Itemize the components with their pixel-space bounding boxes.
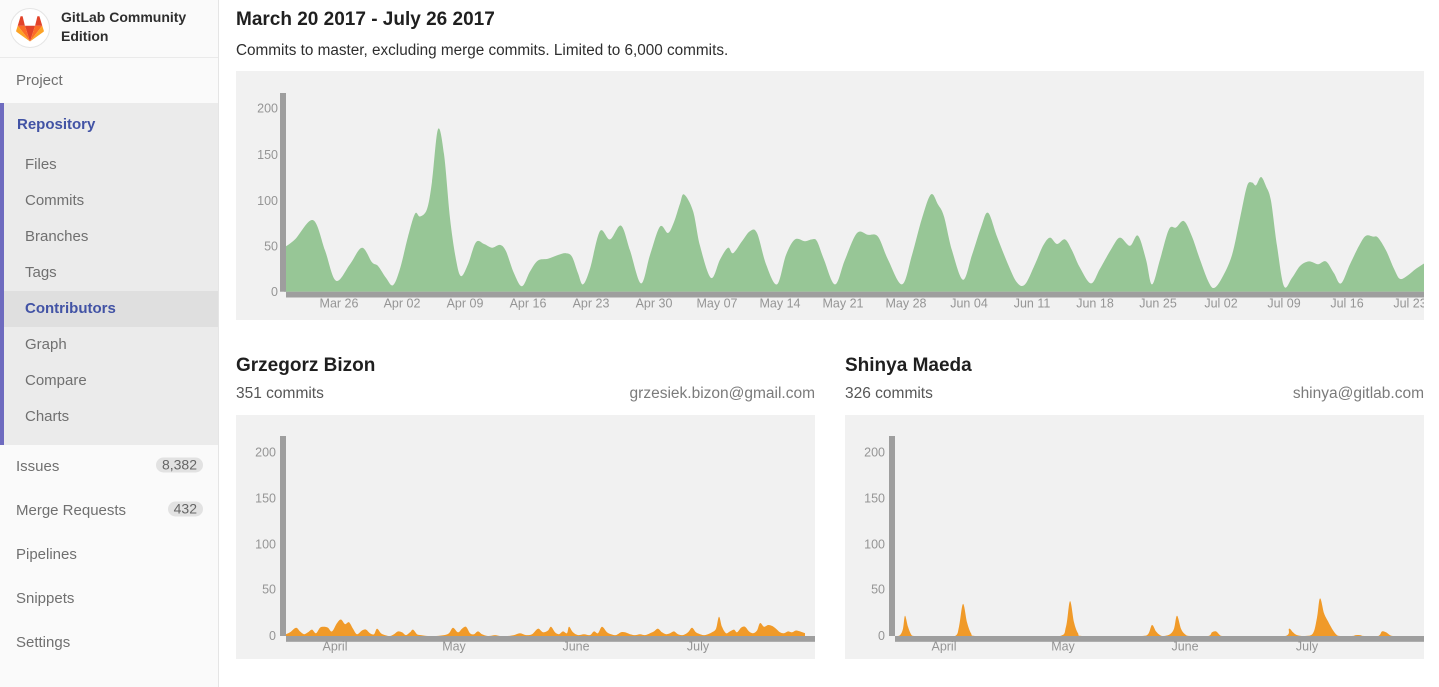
svg-text:Jul 16: Jul 16 [1330, 297, 1363, 311]
svg-text:100: 100 [257, 194, 278, 208]
svg-text:Apr 09: Apr 09 [447, 297, 484, 311]
svg-text:Apr 16: Apr 16 [510, 297, 547, 311]
svg-text:50: 50 [262, 583, 276, 597]
svg-text:50: 50 [871, 583, 885, 597]
svg-text:200: 200 [255, 446, 276, 460]
svg-text:July: July [1296, 640, 1319, 654]
svg-text:April: April [931, 640, 956, 654]
svg-text:150: 150 [255, 492, 276, 506]
svg-text:150: 150 [257, 148, 278, 162]
svg-text:200: 200 [257, 102, 278, 116]
svg-text:200: 200 [864, 446, 885, 460]
svg-text:Jun 18: Jun 18 [1076, 297, 1114, 311]
svg-text:Jul 23: Jul 23 [1393, 297, 1424, 311]
svg-text:May 28: May 28 [886, 297, 927, 311]
svg-text:Apr 02: Apr 02 [384, 297, 421, 311]
svg-text:May 21: May 21 [823, 297, 864, 311]
svg-text:100: 100 [864, 538, 885, 552]
svg-text:Jul 02: Jul 02 [1204, 297, 1237, 311]
svg-text:150: 150 [864, 492, 885, 506]
svg-text:Apr 30: Apr 30 [636, 297, 673, 311]
svg-text:May: May [1051, 640, 1075, 654]
svg-text:0: 0 [269, 629, 276, 643]
svg-text:June: June [562, 640, 589, 654]
svg-text:July: July [687, 640, 710, 654]
svg-text:May 14: May 14 [760, 297, 801, 311]
svg-text:May: May [442, 640, 466, 654]
svg-text:Jul 09: Jul 09 [1267, 297, 1300, 311]
svg-text:May 07: May 07 [697, 297, 738, 311]
svg-text:50: 50 [264, 240, 278, 254]
svg-text:Jun 11: Jun 11 [1014, 297, 1051, 311]
svg-text:April: April [322, 640, 347, 654]
svg-text:Apr 23: Apr 23 [573, 297, 610, 311]
svg-text:0: 0 [271, 285, 278, 299]
svg-text:June: June [1171, 640, 1198, 654]
svg-text:Jun 04: Jun 04 [950, 297, 988, 311]
svg-text:Mar 26: Mar 26 [320, 297, 359, 311]
svg-text:Jun 25: Jun 25 [1139, 297, 1177, 311]
svg-text:100: 100 [255, 538, 276, 552]
svg-text:0: 0 [878, 629, 885, 643]
